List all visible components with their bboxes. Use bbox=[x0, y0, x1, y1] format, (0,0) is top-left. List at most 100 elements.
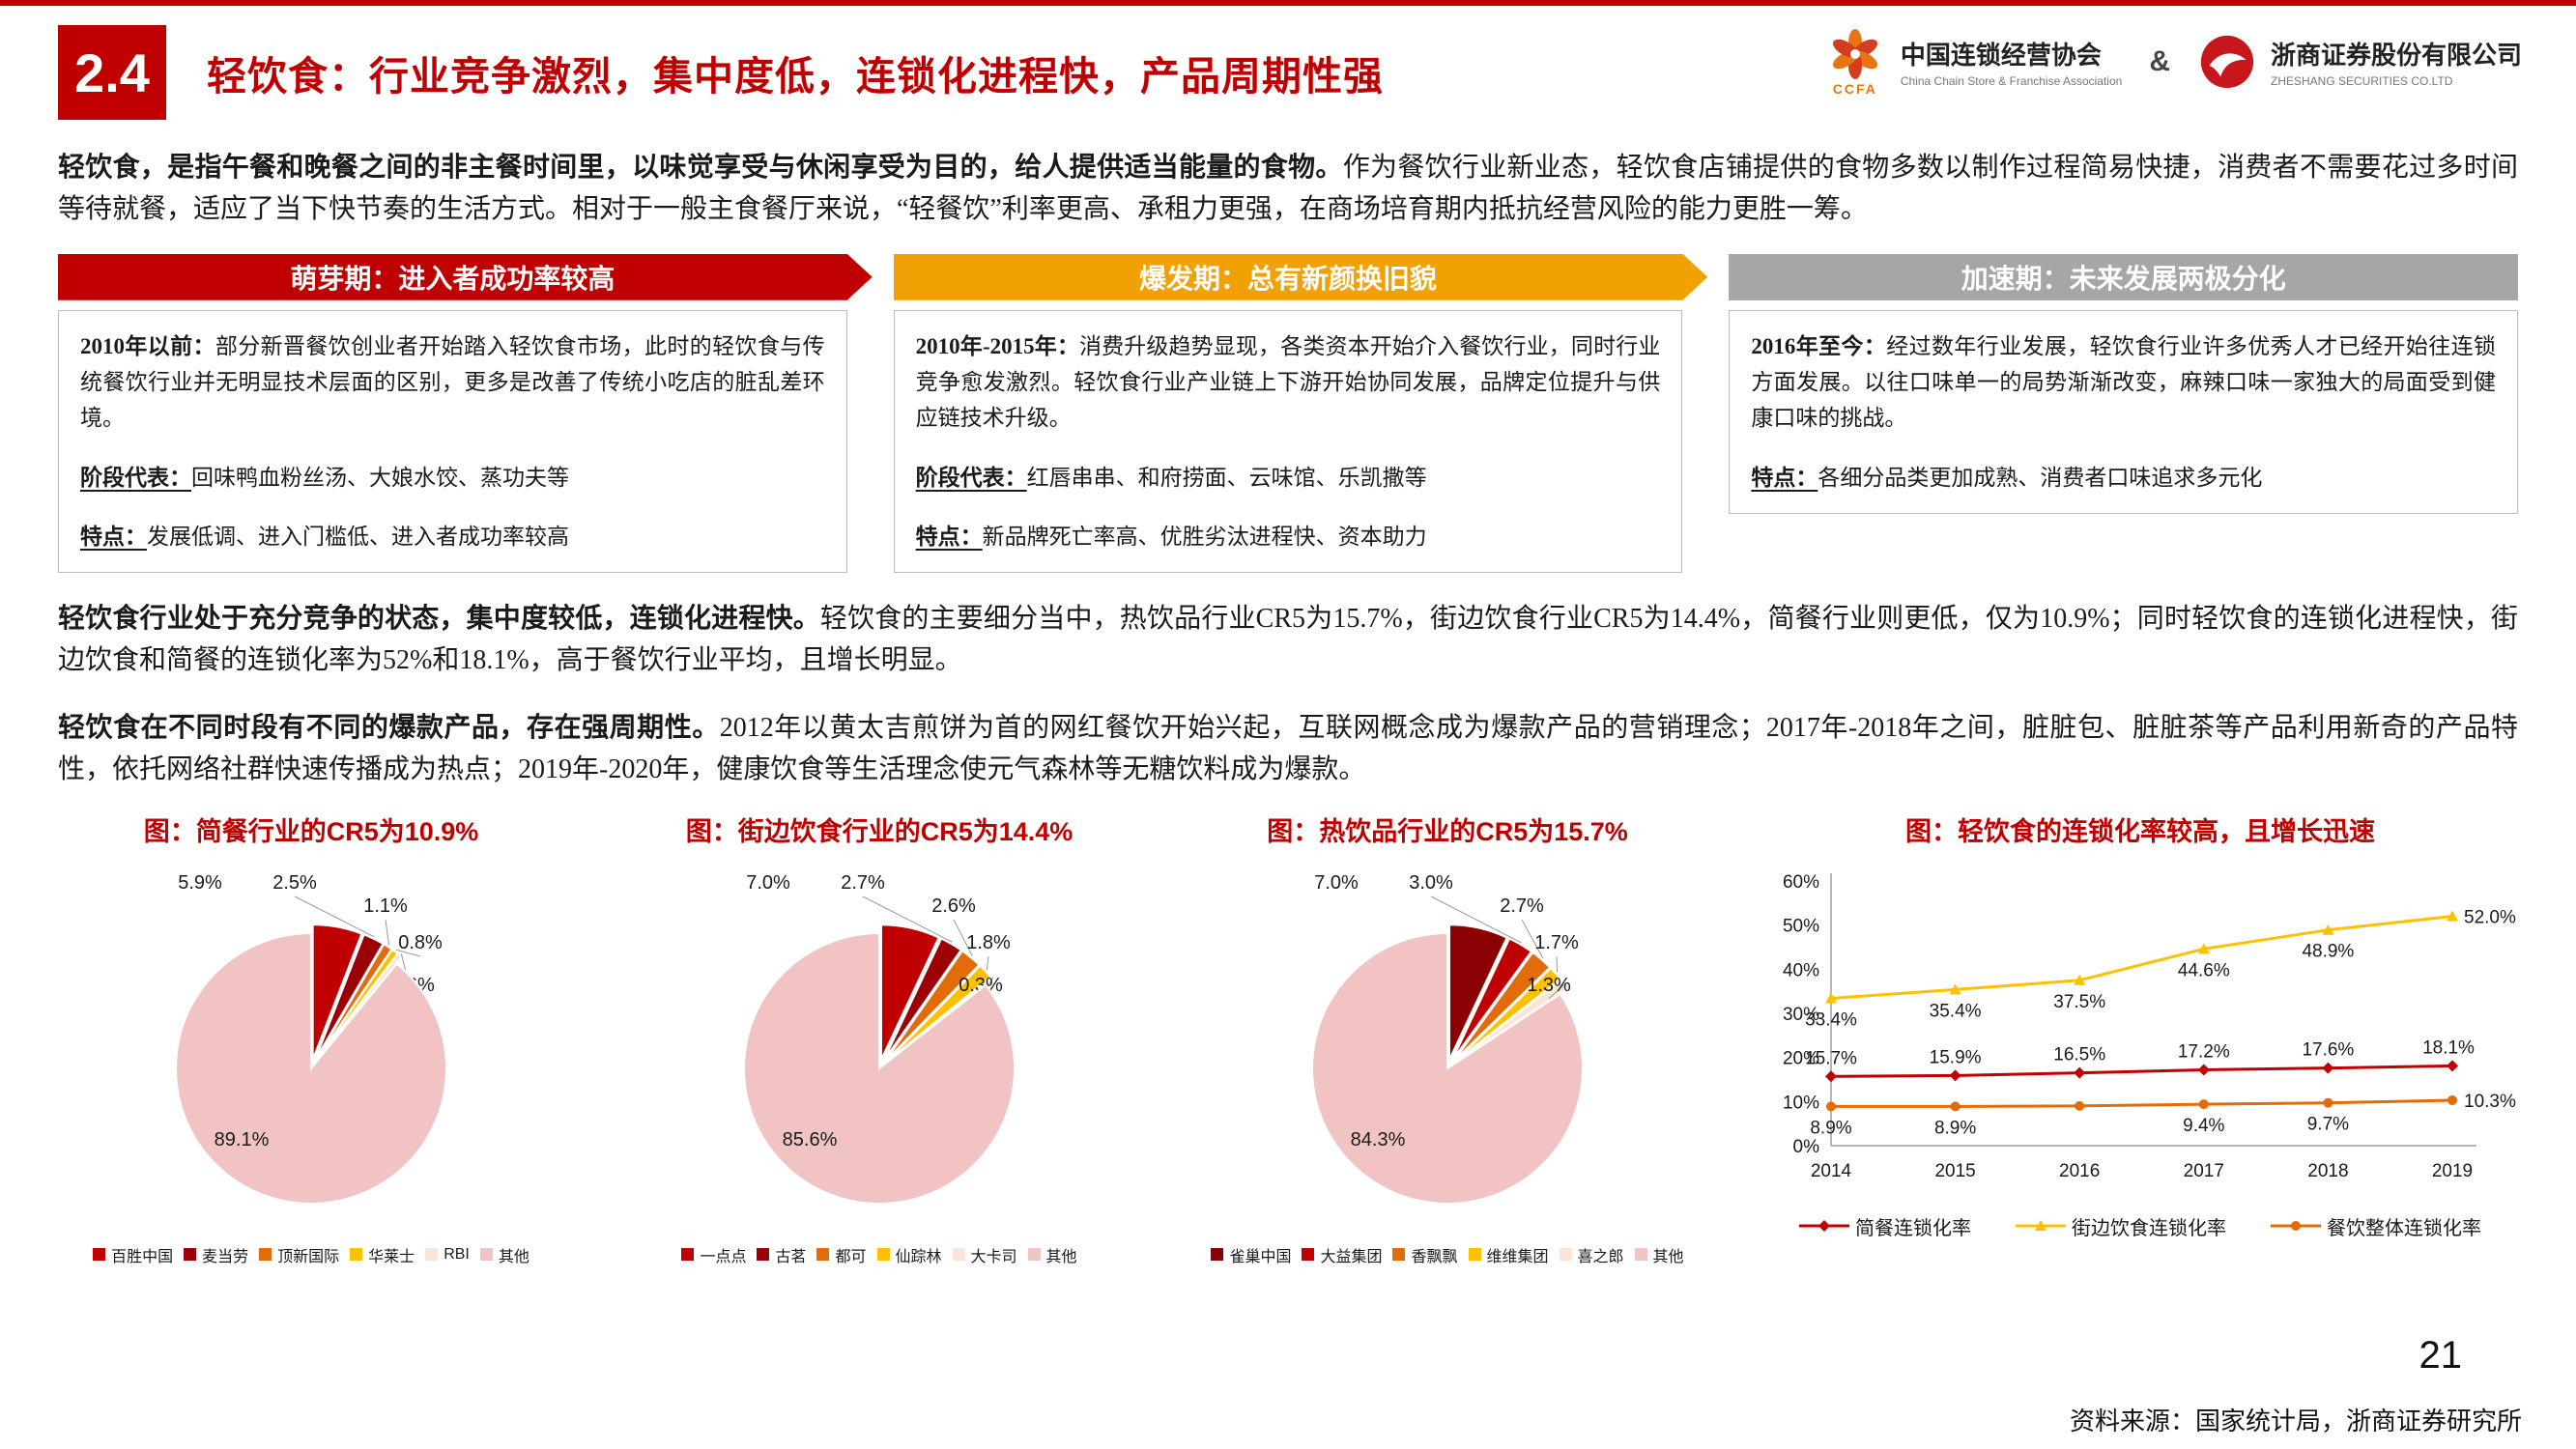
legend-item: 简餐连锁化率 bbox=[1799, 1212, 1971, 1240]
data-label: 17.2% bbox=[2178, 1041, 2230, 1062]
marker-triangle bbox=[2197, 942, 2210, 953]
pie-slice bbox=[311, 923, 363, 1061]
series-line bbox=[1831, 1098, 2453, 1108]
leader-line bbox=[1521, 919, 1544, 958]
marker-diamond bbox=[1825, 1069, 1837, 1082]
stage-header-label: 加速期：未来发展两极分化 bbox=[1961, 263, 2286, 294]
source-note: 资料来源：国家统计局，浙商证券研究所 bbox=[2069, 1407, 2522, 1435]
data-label: 44.6% bbox=[2178, 960, 2230, 980]
pie-value-label: 2.7% bbox=[841, 872, 885, 894]
leader-line bbox=[862, 895, 953, 943]
data-label: 35.4% bbox=[1930, 1001, 1982, 1021]
pie-slice bbox=[743, 931, 1016, 1205]
data-label: 15.7% bbox=[1805, 1048, 1857, 1068]
marker-circle bbox=[2447, 1094, 2457, 1105]
chart-title: 图：简餐行业的CR5为10.9% bbox=[143, 816, 479, 846]
legend-label: 香飘飘 bbox=[1411, 1248, 1458, 1265]
marker-diamond bbox=[2447, 1059, 2458, 1071]
marker-triangle bbox=[1949, 982, 1961, 994]
legend-label: 简餐连锁化率 bbox=[1855, 1217, 1971, 1239]
x-tick-label: 2018 bbox=[2307, 1161, 2348, 1181]
stage-period-text: 消费升级趋势显现，各类资本开始介入餐饮行业，同时行业竞争愈发激烈。轻饮食行业产业… bbox=[915, 333, 1661, 431]
x-tick-label: 2014 bbox=[1811, 1161, 1852, 1181]
legend-item: 百胜中国 bbox=[93, 1243, 173, 1266]
stage-rep-text: 红唇串串、和府捞面、云味馆、乐凯撒等 bbox=[1026, 465, 1427, 490]
legend-swatch bbox=[1634, 1248, 1647, 1262]
leader-line bbox=[986, 955, 989, 970]
pie-value-label: 85.6% bbox=[783, 1129, 838, 1151]
pie-chart-svg: 5.9%2.5%1.1%0.8%0.6%89.1% bbox=[175, 872, 447, 1205]
legend-marker-icon bbox=[2271, 1221, 2321, 1232]
section-number-badge: 2.4 bbox=[58, 25, 166, 120]
data-label: 8.9% bbox=[1934, 1118, 1976, 1138]
pie-slice bbox=[313, 932, 385, 1061]
y-tick-label: 10% bbox=[1783, 1093, 1819, 1113]
leader-line bbox=[1556, 955, 1559, 973]
legend-label: 大益集团 bbox=[1320, 1248, 1383, 1265]
pie-chart-canvas: 7.0% 2.7% 2.6% 1.8% 0.3% 85.6% bbox=[606, 850, 1153, 1243]
series-line bbox=[1830, 914, 2453, 1000]
pie-chart-canvas: 5.9%2.5%1.1%0.8%0.6%89.1% bbox=[38, 850, 585, 1243]
leader-line bbox=[1430, 895, 1523, 944]
pie-slice bbox=[883, 949, 981, 1063]
marker-circle bbox=[1826, 1100, 1836, 1111]
y-tick-label: 0% bbox=[1793, 1137, 1820, 1157]
x-tick-label: 2015 bbox=[1934, 1161, 1975, 1181]
data-label: 37.5% bbox=[2053, 991, 2105, 1011]
stage-feature-line: 特点：各细分品类更加成熟、消费者口味追求多元化 bbox=[1751, 460, 2496, 496]
pie-value-label: 1.3% bbox=[1527, 975, 1571, 996]
stage-box-accelerate: 加速期：未来发展两极分化 2016年至今：经过数年行业发展，轻饮食行业许多优秀人… bbox=[1729, 253, 2519, 514]
stage-feature-text: 各细分品类更加成熟、消费者口味追求多元化 bbox=[1818, 465, 2263, 490]
legend-label: 古茗 bbox=[775, 1248, 807, 1265]
legend-label: 维维集团 bbox=[1486, 1248, 1549, 1265]
legend-item: 大卡司 bbox=[952, 1243, 1017, 1266]
x-tick-label: 2019 bbox=[2432, 1161, 2473, 1181]
page-number: 21 bbox=[2419, 1334, 2463, 1377]
legend-item: 餐饮整体连锁化率 bbox=[2271, 1212, 2481, 1240]
legend-marker-icon bbox=[1799, 1220, 1849, 1233]
marker-circle bbox=[2075, 1100, 2085, 1111]
paragraph-lead: 轻饮食在不同时段有不同的爆款产品，存在强周期性。 bbox=[58, 712, 720, 743]
pie-value-label: 1.7% bbox=[1534, 932, 1579, 953]
pie-legend: 一点点 古茗 都可 仙踪林 大卡司 其他 bbox=[681, 1243, 1077, 1266]
legend-item: 雀巢中国 bbox=[1211, 1243, 1291, 1266]
legend-label: 大卡司 bbox=[970, 1248, 1017, 1265]
legend-item: 古茗 bbox=[757, 1243, 806, 1266]
legend-label: 雀巢中国 bbox=[1229, 1248, 1292, 1265]
ccfa-logo: CCFA bbox=[1823, 27, 1887, 97]
top-accent-bar bbox=[0, 0, 2576, 6]
legend-swatch bbox=[479, 1248, 493, 1262]
legend-item: 麦当劳 bbox=[184, 1243, 248, 1266]
stage-feature-label: 特点： bbox=[915, 524, 983, 549]
stage-box-boom: 爆发期：总有新颜换旧貌 2010年-2015年：消费升级趋势显现，各类资本开始介… bbox=[893, 254, 1683, 574]
logo-row: CCFA 中国连锁经营协会 China Chain Store & Franch… bbox=[1823, 25, 2522, 97]
line-chart-legend: 简餐连锁化率 街边饮食连锁化率 餐饮整体连锁化率 bbox=[1799, 1212, 2481, 1240]
marker-diamond bbox=[1818, 1220, 1830, 1233]
stage-period-line: 2010年以前：部分新晋餐饮创业者开始踏入轻饮食市场，此时的轻饮食与传统餐饮行业… bbox=[80, 328, 825, 437]
pie-value-label: 1.8% bbox=[966, 932, 1011, 953]
marker-diamond bbox=[2074, 1066, 2086, 1079]
legend-item: 一点点 bbox=[681, 1243, 746, 1266]
data-label: 9.7% bbox=[2307, 1114, 2349, 1134]
marker-triangle bbox=[2447, 910, 2458, 922]
zheshang-logo-block: 浙商证券股份有限公司 ZHESHANG SECURITIES CO.LTD bbox=[2197, 32, 2522, 92]
marker-triangle bbox=[2322, 923, 2334, 935]
legend-label: 餐饮整体连锁化率 bbox=[2327, 1217, 2481, 1239]
stage-header-accelerate: 加速期：未来发展两极分化 bbox=[1729, 253, 2519, 300]
pie-slice bbox=[1450, 936, 1533, 1062]
stage-feature-text: 新品牌死亡率高、优胜劣汰进程快、资本助力 bbox=[982, 524, 1427, 549]
y-tick-label: 50% bbox=[1783, 916, 1819, 936]
legend-swatch bbox=[1302, 1248, 1315, 1262]
legend-label: 麦当劳 bbox=[202, 1248, 249, 1265]
pie-chart-street-food: 图：街边饮食行业的CR5为14.4% 7.0% 2.7% 2.6% 1.8% 0.3% 8… bbox=[595, 810, 1163, 1266]
ccfa-logo-block: CCFA 中国连锁经营协会 China Chain Store & Franch… bbox=[1823, 27, 2122, 97]
legend-item: 都可 bbox=[816, 1243, 867, 1266]
zheshang-name-en: ZHESHANG SECURITIES CO.LTD bbox=[2270, 74, 2453, 88]
legend-item: 其他 bbox=[1027, 1243, 1077, 1266]
pie-value-label: 89.1% bbox=[215, 1129, 270, 1151]
legend-label: 喜之郎 bbox=[1577, 1248, 1624, 1265]
legend-swatch bbox=[1468, 1248, 1481, 1262]
marker-triangle bbox=[2074, 974, 2086, 985]
y-tick-label: 60% bbox=[1783, 872, 1819, 893]
